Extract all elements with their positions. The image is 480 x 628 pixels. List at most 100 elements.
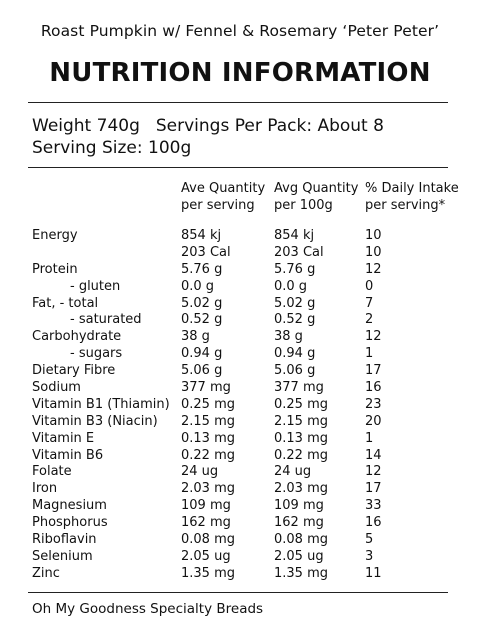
per-100g-value: 162 mg: [274, 515, 324, 531]
per-100g-value: 377 mg: [274, 380, 324, 396]
table-row: - saturated 0.52 g 0.52 g 2: [0, 312, 480, 329]
table-row: Vitamin B6 0.22 mg 0.22 mg 14: [0, 448, 480, 465]
nutrient-label: Vitamin B3 (Niacin): [32, 413, 158, 429]
daily-intake-value: 0: [365, 278, 374, 294]
per-serving-value: 5.76 g: [181, 261, 223, 277]
table-row: Phosphorus 162 mg 162 mg 16: [0, 515, 480, 532]
daily-intake-value: 33: [365, 498, 382, 514]
nutrient-label: Folate: [32, 464, 72, 480]
per-serving-value: 24 ug: [181, 464, 219, 480]
nutrient-label: Protein: [32, 261, 78, 277]
daily-intake-value: 16: [365, 515, 382, 531]
per-100g-value: 2.03 mg: [274, 481, 328, 497]
brand-footer: Oh My Goodness Specialty Breads: [32, 601, 264, 617]
daily-intake-value: 7: [365, 295, 374, 311]
column-header-line: Ave Quantity: [181, 181, 266, 196]
nutrient-label: Riboflavin: [32, 532, 97, 548]
per-100g-value: 0.22 mg: [274, 447, 328, 463]
per-100g-value: 2.05 ug: [274, 548, 324, 564]
table-row: Zinc 1.35 mg 1.35 mg 11: [0, 566, 480, 583]
servings-per-pack: Servings Per Pack: About 8: [155, 116, 384, 136]
nutrient-label: Selenium: [32, 548, 93, 564]
nutrient-label: Vitamin E: [32, 430, 95, 446]
per-serving-value: 0.0 g: [181, 278, 215, 294]
per-serving-value: 0.08 mg: [181, 532, 235, 548]
per-serving-value: 377 mg: [181, 380, 231, 396]
table-row: - sugars 0.94 g 0.94 g 1: [0, 346, 480, 363]
per-100g-value: 0.52 g: [274, 312, 316, 328]
nutrient-label: Phosphorus: [32, 515, 108, 531]
divider-bottom: [28, 592, 448, 593]
nutrient-label: Sodium: [32, 380, 81, 396]
nutrient-label: Iron: [32, 481, 58, 497]
per-100g-value: 109 mg: [274, 498, 324, 514]
column-header-line: per serving: [181, 198, 255, 213]
column-header-per-serving: Ave Quantity per serving: [181, 180, 265, 214]
per-serving-value: 38 g: [181, 329, 210, 345]
per-serving-value: 0.13 mg: [181, 430, 235, 446]
page-title: NUTRITION INFORMATION: [49, 58, 431, 88]
nutrient-label: - saturated: [70, 312, 142, 328]
per-100g-value: 854 kj: [274, 228, 315, 243]
daily-intake-value: 20: [365, 413, 382, 429]
daily-intake-value: 1: [365, 346, 374, 362]
table-row: Riboflavin 0.08 mg 0.08 mg 5: [0, 532, 480, 549]
daily-intake-value: 17: [365, 481, 382, 497]
divider-top: [28, 102, 448, 103]
per-100g-value: 2.15 mg: [274, 413, 328, 429]
table-row: Iron 2.03 mg 2.03 mg 17: [0, 481, 480, 498]
table-row: - gluten 0.0 g 0.0 g 0: [0, 279, 480, 296]
per-serving-value: 162 mg: [181, 515, 231, 531]
per-100g-value: 5.76 g: [274, 261, 316, 277]
nutrient-label: Carbohydrate: [32, 329, 122, 345]
column-header-line: per serving*: [365, 198, 446, 213]
daily-intake-value: 10: [365, 228, 382, 243]
per-100g-value: 0.94 g: [274, 346, 316, 362]
daily-intake-value: 1: [365, 430, 374, 446]
nutrient-label: Magnesium: [32, 498, 107, 514]
nutrient-label: - sugars: [70, 346, 123, 362]
per-100g-value: 1.35 mg: [274, 565, 328, 581]
table-row: Dietary Fibre 5.06 g 5.06 g 17: [0, 363, 480, 380]
divider-middle: [28, 167, 448, 168]
column-header-per-100g: Avg Quantity per 100g: [274, 180, 358, 214]
per-100g-value: 38 g: [274, 329, 303, 345]
weight: Weight 740g: [32, 116, 140, 136]
nutrient-label: Fat, - total: [32, 295, 99, 311]
per-100g-value: 0.0 g: [274, 278, 308, 294]
per-serving-value: 109 mg: [181, 498, 231, 514]
per-serving-value: 203 Cal: [181, 244, 231, 260]
nutrient-label: Energy: [32, 228, 78, 243]
serving-size: Serving Size: 100g: [32, 138, 192, 158]
table-row: Vitamin E 0.13 mg 0.13 mg 1: [0, 431, 480, 448]
per-100g-value: 5.02 g: [274, 295, 316, 311]
per-100g-value: 5.06 g: [274, 363, 316, 379]
table-row: Vitamin B1 (Thiamin) 0.25 mg 0.25 mg 23: [0, 397, 480, 414]
daily-intake-value: 12: [365, 329, 382, 345]
table-row: 203 Cal 203 Cal 10: [0, 245, 480, 262]
per-100g-value: 24 ug: [274, 464, 312, 480]
table-row: Folate 24 ug 24 ug 12: [0, 464, 480, 481]
column-header-daily-intake: % Daily Intake per serving*: [365, 180, 459, 214]
column-header-line: Avg Quantity: [274, 181, 359, 196]
table-row: Protein 5.76 g 5.76 g 12: [0, 262, 480, 279]
per-100g-value: 0.25 mg: [274, 396, 328, 412]
daily-intake-value: 3: [365, 548, 374, 564]
daily-intake-value: 11: [365, 565, 382, 581]
per-serving-value: 0.52 g: [181, 312, 223, 328]
nutrient-label: Vitamin B1 (Thiamin): [32, 396, 170, 412]
per-serving-value: 1.35 mg: [181, 565, 235, 581]
nutrient-label: - gluten: [70, 278, 121, 294]
per-serving-value: 5.06 g: [181, 363, 223, 379]
per-100g-value: 0.13 mg: [274, 430, 328, 446]
table-row: Magnesium 109 mg 109 mg 33: [0, 498, 480, 515]
table-row: Vitamin B3 (Niacin) 2.15 mg 2.15 mg 20: [0, 414, 480, 431]
daily-intake-value: 10: [365, 244, 382, 260]
nutrition-table: Energy 854 kj 854 kj 10 203 Cal 203 Cal 10 Prot…: [0, 228, 480, 583]
per-100g-value: 0.08 mg: [274, 532, 328, 548]
per-100g-value: 203 Cal: [274, 244, 324, 260]
daily-intake-value: 2: [365, 312, 374, 328]
nutrient-label: Dietary Fibre: [32, 363, 116, 379]
daily-intake-value: 5: [365, 532, 374, 548]
per-serving-value: 2.03 mg: [181, 481, 235, 497]
